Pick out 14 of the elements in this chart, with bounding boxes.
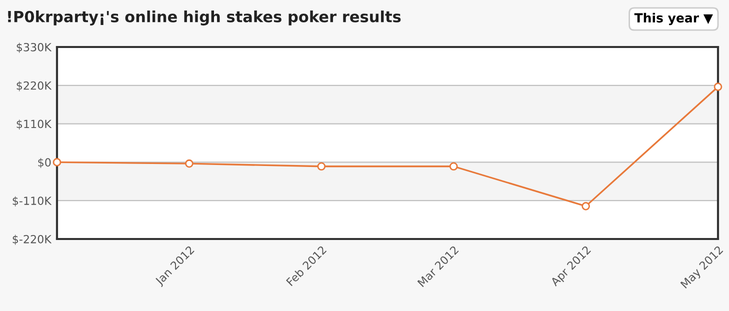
point — [317, 162, 326, 171]
y-tick-label: $-110K — [12, 196, 52, 206]
point — [185, 159, 194, 168]
text: This year ▼ — [634, 12, 713, 26]
y-tick-label: $220K — [16, 81, 52, 92]
y-tick-label: $0 — [38, 158, 51, 168]
point — [449, 162, 458, 171]
point — [582, 202, 590, 210]
y-tick-label: $330K — [16, 42, 52, 53]
point — [714, 82, 722, 91]
y-tick-label: $-220K — [12, 234, 52, 245]
chart-title: !P0krparty¡'s online high stakes poker results — [8, 10, 401, 26]
point — [52, 158, 62, 166]
y-tick-label: $110K — [16, 120, 52, 130]
